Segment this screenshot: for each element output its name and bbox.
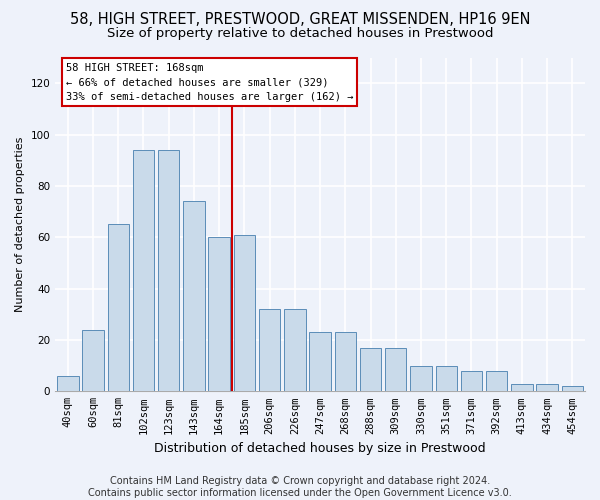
Bar: [233, 234, 255, 392]
Text: Contains HM Land Registry data © Crown copyright and database right 2024.
Contai: Contains HM Land Registry data © Crown c…: [88, 476, 512, 498]
Bar: [158, 150, 179, 392]
Bar: [82, 330, 104, 392]
Text: 58, HIGH STREET, PRESTWOOD, GREAT MISSENDEN, HP16 9EN: 58, HIGH STREET, PRESTWOOD, GREAT MISSEN…: [70, 12, 530, 28]
Bar: [562, 386, 583, 392]
Bar: [259, 309, 280, 392]
Bar: [107, 224, 129, 392]
Bar: [461, 371, 482, 392]
Bar: [385, 348, 406, 392]
Bar: [208, 237, 230, 392]
Bar: [133, 150, 154, 392]
Bar: [360, 348, 381, 392]
Bar: [335, 332, 356, 392]
Bar: [511, 384, 533, 392]
Bar: [436, 366, 457, 392]
Bar: [536, 384, 558, 392]
Bar: [57, 376, 79, 392]
Bar: [284, 309, 305, 392]
Y-axis label: Number of detached properties: Number of detached properties: [15, 136, 25, 312]
Bar: [486, 371, 508, 392]
Bar: [410, 366, 432, 392]
Bar: [310, 332, 331, 392]
Text: 58 HIGH STREET: 168sqm
← 66% of detached houses are smaller (329)
33% of semi-de: 58 HIGH STREET: 168sqm ← 66% of detached…: [66, 62, 353, 102]
Bar: [183, 202, 205, 392]
X-axis label: Distribution of detached houses by size in Prestwood: Distribution of detached houses by size …: [154, 442, 486, 455]
Text: Size of property relative to detached houses in Prestwood: Size of property relative to detached ho…: [107, 28, 493, 40]
